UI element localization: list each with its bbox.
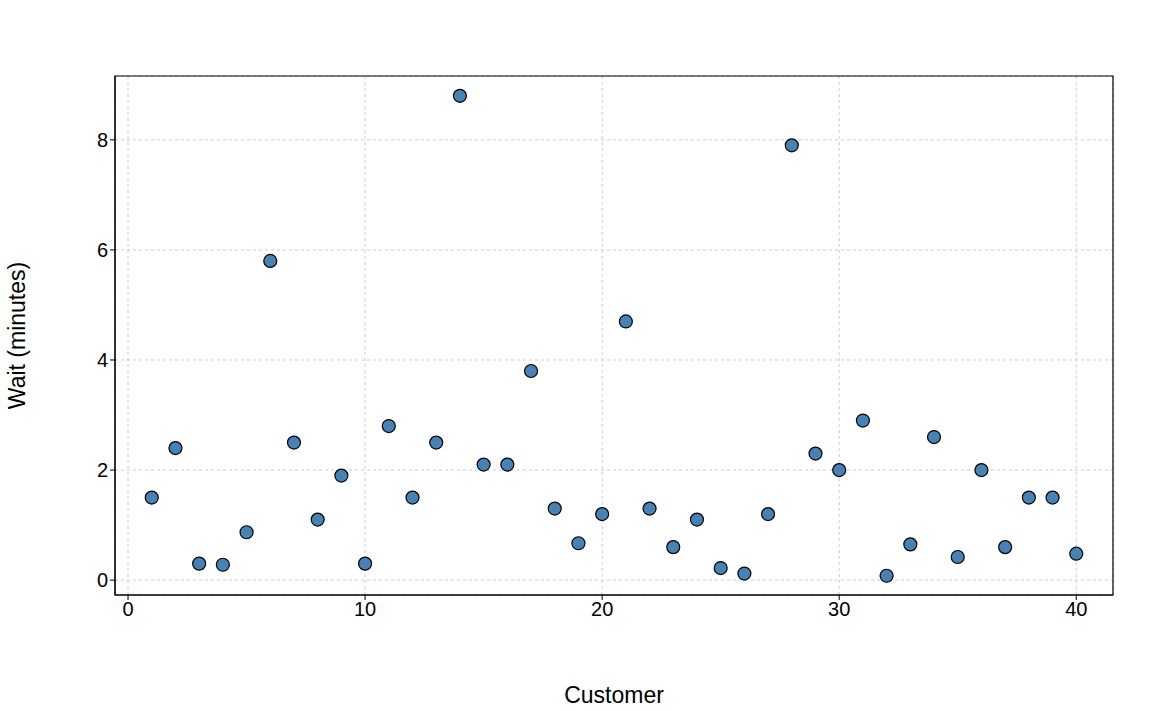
svg-text:8: 8	[97, 129, 108, 151]
svg-text:40: 40	[1065, 598, 1087, 620]
svg-text:30: 30	[828, 598, 850, 620]
svg-text:20: 20	[591, 598, 613, 620]
svg-text:10: 10	[354, 598, 376, 620]
svg-text:6: 6	[97, 239, 108, 261]
svg-text:Wait (minutes): Wait (minutes)	[8, 262, 30, 409]
svg-text:4: 4	[97, 349, 108, 371]
svg-text:0: 0	[97, 569, 108, 591]
svg-text:2: 2	[97, 459, 108, 481]
svg-text:0: 0	[122, 598, 133, 620]
svg-text:Customer: Customer	[564, 682, 664, 708]
